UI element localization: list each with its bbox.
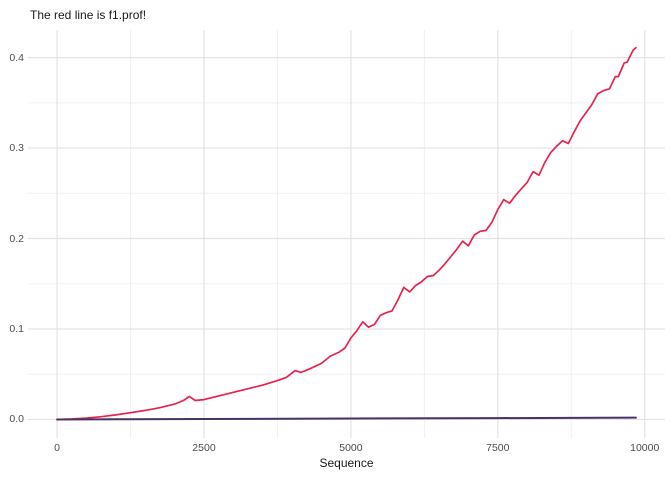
- x-tick-label: 0: [54, 442, 60, 454]
- series-line-1: [56, 416, 637, 421]
- y-tick-label: 0.1: [9, 322, 24, 335]
- y-tick-label: 0.0: [9, 413, 24, 426]
- x-tick-label: 2500: [192, 442, 216, 454]
- series-line-0: [56, 46, 637, 421]
- x-tick-label: 7500: [486, 442, 510, 454]
- y-tick-label: 0.3: [9, 142, 24, 155]
- x-axis-title: Sequence: [319, 456, 374, 470]
- y-tick-label: 0.2: [9, 232, 24, 245]
- chart-title: The red line is f1.prof!: [30, 8, 147, 22]
- y-tick-label: 0.4: [9, 51, 24, 64]
- x-tick-label: 10000: [630, 442, 660, 454]
- x-tick-label: 5000: [339, 442, 363, 454]
